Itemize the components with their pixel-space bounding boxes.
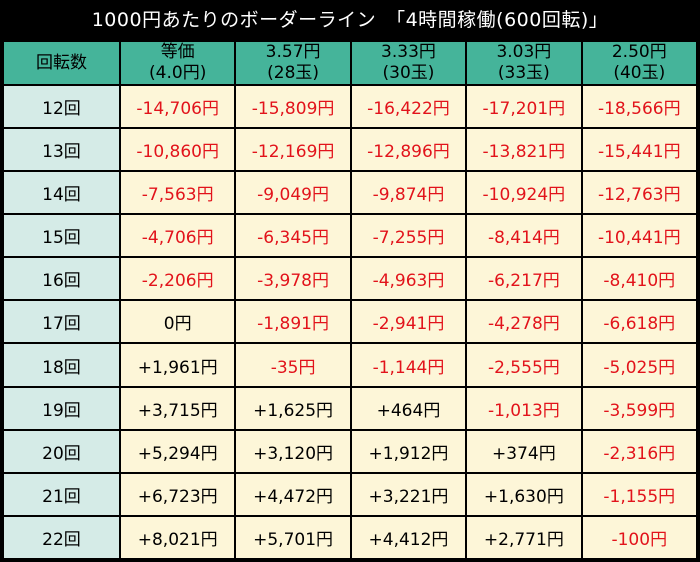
- table-row: 21回 +6,723円 +4,472円 +3,221円 +1,630円 -1,155円: [4, 473, 696, 515]
- table-cell: -2,206円: [121, 258, 235, 300]
- row-label: 16回: [4, 258, 119, 300]
- table-cell: -18,566円: [582, 86, 696, 128]
- table-cell: -9,874円: [351, 172, 466, 214]
- table-cell: -15,809円: [236, 86, 350, 128]
- table-cell: -7,563円: [121, 172, 235, 214]
- table-row: 19回 +3,715円 +1,625円 +464円 -1,013円 -3,599円: [4, 387, 696, 429]
- row-label: 13回: [4, 129, 119, 171]
- table-cell: -1,891円: [236, 301, 350, 343]
- table-cell: +8,021円: [121, 516, 235, 558]
- header-row: 回転数 等価 (4.0円) 3.57円 (28玉) 3.33円 (30玉) 3.03円…: [4, 42, 696, 84]
- table-cell: -10,860円: [121, 129, 235, 171]
- table-cell: -12,896円: [351, 129, 466, 171]
- table-cell: +1,961円: [121, 344, 235, 386]
- row-label: 14回: [4, 172, 119, 214]
- table-cell: +2,771円: [467, 516, 581, 558]
- table-row: 12回 -14,706円 -15,809円 -16,422円 -17,201円 -18,5…: [4, 86, 696, 128]
- table-cell: -8,414円: [467, 215, 581, 257]
- table-cell: -17,201円: [467, 86, 581, 128]
- table-cell: -15,441円: [582, 129, 696, 171]
- border-line-table: 回転数 等価 (4.0円) 3.57円 (28玉) 3.33円 (30玉) 3.03円…: [2, 40, 698, 560]
- table-row: 20回 +5,294円 +3,120円 +1,912円 +374円 -2,316円: [4, 430, 696, 472]
- header-corner: 回転数: [4, 42, 119, 84]
- table-cell: -14,706円: [121, 86, 235, 128]
- header-line1: 等価: [160, 42, 195, 62]
- row-label: 19回: [4, 387, 119, 429]
- table-cell: -2,316円: [582, 430, 696, 472]
- table-row: 13回 -10,860円 -12,169円 -12,896円 -13,821円 -15,4…: [4, 129, 696, 171]
- header-column: 等価 (4.0円): [121, 42, 235, 84]
- header-line1: 3.03円: [496, 42, 552, 62]
- table-cell: -1,144円: [351, 344, 466, 386]
- table-cell: -2,555円: [467, 344, 581, 386]
- table-cell: -10,441円: [582, 215, 696, 257]
- table-cell: -4,963円: [351, 258, 466, 300]
- table-row: 14回 -7,563円 -9,049円 -9,874円 -10,924円 -12,763円: [4, 172, 696, 214]
- table-cell: -6,345円: [236, 215, 350, 257]
- table-cell: +3,120円: [236, 430, 350, 472]
- table-cell: +5,294円: [121, 430, 235, 472]
- header-column: 3.03円 (33玉): [467, 42, 581, 84]
- table-cell: 0円: [121, 301, 235, 343]
- row-label: 21回: [4, 473, 119, 515]
- table-cell: -3,978円: [236, 258, 350, 300]
- row-label: 20回: [4, 430, 119, 472]
- table-cell: +1,630円: [467, 473, 581, 515]
- header-line1: 3.33円: [381, 42, 436, 62]
- header-line2: (40玉): [613, 63, 666, 83]
- header-line1: 2.50円: [611, 42, 667, 62]
- header-line2: (4.0円): [149, 63, 207, 83]
- header-line1: 3.57円: [265, 42, 321, 62]
- table-cell: +3,715円: [121, 387, 235, 429]
- table-row: 15回 -4,706円 -6,345円 -7,255円 -8,414円 -10,441円: [4, 215, 696, 257]
- table-cell: -6,217円: [467, 258, 581, 300]
- header-column: 3.57円 (28玉): [236, 42, 350, 84]
- table-cell: +5,701円: [236, 516, 350, 558]
- table-cell: -10,924円: [467, 172, 581, 214]
- table-row: 22回 +8,021円 +5,701円 +4,412円 +2,771円 -100円: [4, 516, 696, 558]
- table-cell: -12,169円: [236, 129, 350, 171]
- table-row: 16回 -2,206円 -3,978円 -4,963円 -6,217円 -8,410円: [4, 258, 696, 300]
- table-cell: -3,599円: [582, 387, 696, 429]
- table-body: 12回 -14,706円 -15,809円 -16,422円 -17,201円 -18,5…: [4, 86, 696, 558]
- table-cell: +1,625円: [236, 387, 350, 429]
- table-cell: -5,025円: [582, 344, 696, 386]
- table-cell: -16,422円: [351, 86, 466, 128]
- header-line2: (33玉): [497, 63, 550, 83]
- table-cell: -8,410円: [582, 258, 696, 300]
- header-column: 3.33円 (30玉): [351, 42, 466, 84]
- table-cell: +3,221円: [351, 473, 466, 515]
- table-cell: +1,912円: [351, 430, 466, 472]
- table-cell: -6,618円: [582, 301, 696, 343]
- table-cell: -1,013円: [467, 387, 581, 429]
- row-label: 17回: [4, 301, 119, 343]
- table-cell: +464円: [351, 387, 466, 429]
- table-cell: +4,412円: [351, 516, 466, 558]
- table-cell: +6,723円: [121, 473, 235, 515]
- table-cell: -12,763円: [582, 172, 696, 214]
- header-line2: (30玉): [382, 63, 435, 83]
- table-cell: +374円: [467, 430, 581, 472]
- table-cell: -4,706円: [121, 215, 235, 257]
- table-cell: -4,278円: [467, 301, 581, 343]
- row-label: 18回: [4, 344, 119, 386]
- table-cell: -100円: [582, 516, 696, 558]
- header-column: 2.50円 (40玉): [582, 42, 696, 84]
- table-cell: -1,155円: [582, 473, 696, 515]
- page-title: 1000円あたりのボーダーライン 「4時間稼働(600回転)」: [91, 9, 609, 31]
- table-row: 17回 0円 -1,891円 -2,941円 -4,278円 -6,618円: [4, 301, 696, 343]
- header-line2: (28玉): [267, 63, 320, 83]
- row-label: 12回: [4, 86, 119, 128]
- table-cell: -7,255円: [351, 215, 466, 257]
- row-label: 22回: [4, 516, 119, 558]
- table-cell: -9,049円: [236, 172, 350, 214]
- table-cell: -2,941円: [351, 301, 466, 343]
- table-cell: -35円: [236, 344, 350, 386]
- table-cell: -13,821円: [467, 129, 581, 171]
- table-row: 18回 +1,961円 -35円 -1,144円 -2,555円 -5,025円: [4, 344, 696, 386]
- table-cell: +4,472円: [236, 473, 350, 515]
- row-label: 15回: [4, 215, 119, 257]
